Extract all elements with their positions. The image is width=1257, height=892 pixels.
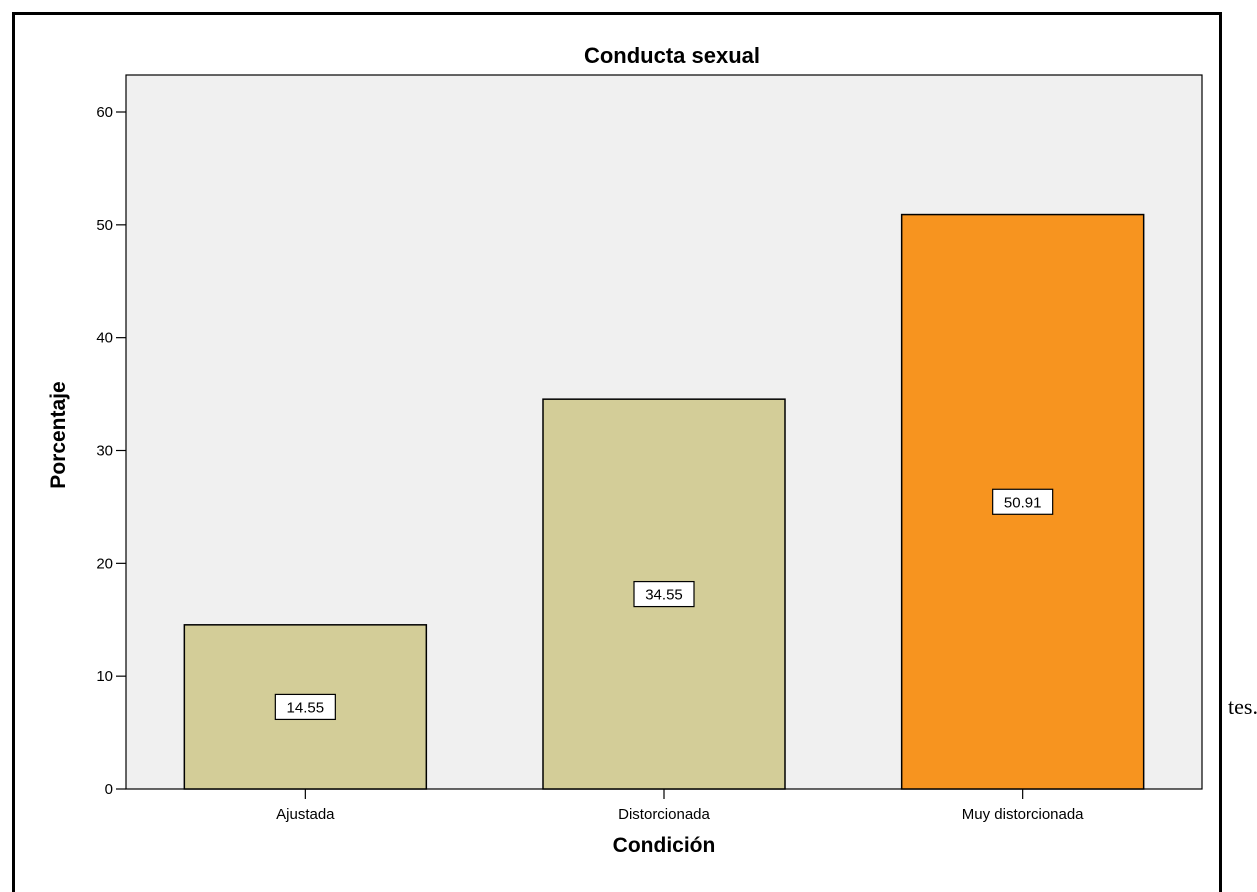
x-tick-label: Muy distorcionada (962, 806, 1084, 823)
y-tick-label: 50 (96, 217, 113, 234)
y-axis: 0 10 20 30 40 50 60 (96, 104, 126, 798)
data-label: 50.91 (1004, 494, 1042, 511)
y-tick-label: 10 (96, 668, 113, 685)
data-label-box (274, 693, 336, 721)
x-tick-label: Distorcionada (618, 806, 710, 823)
y-axis-title: Porcentaje (47, 381, 70, 488)
data-label-box (992, 488, 1054, 515)
data-label: 34.55 (645, 587, 683, 604)
y-tick-label: 40 (96, 330, 113, 347)
x-axis: Ajustada Distorcionada Muy distorcionada (276, 789, 1084, 823)
data-label-box (633, 580, 695, 608)
x-tick-label: Ajustada (276, 806, 335, 823)
y-tick-label: 60 (96, 104, 113, 121)
x-axis-title: Condición (613, 834, 716, 857)
chart-title: Conducta sexual (584, 43, 760, 68)
y-tick-label: 20 (96, 555, 113, 572)
y-tick-label: 30 (96, 443, 113, 460)
data-label: 14.55 (287, 699, 325, 716)
bars: 14.55 34.55 50.91 (183, 213, 1145, 790)
trailing-text: tes. (1228, 694, 1257, 719)
y-tick-label: 0 (105, 781, 113, 798)
